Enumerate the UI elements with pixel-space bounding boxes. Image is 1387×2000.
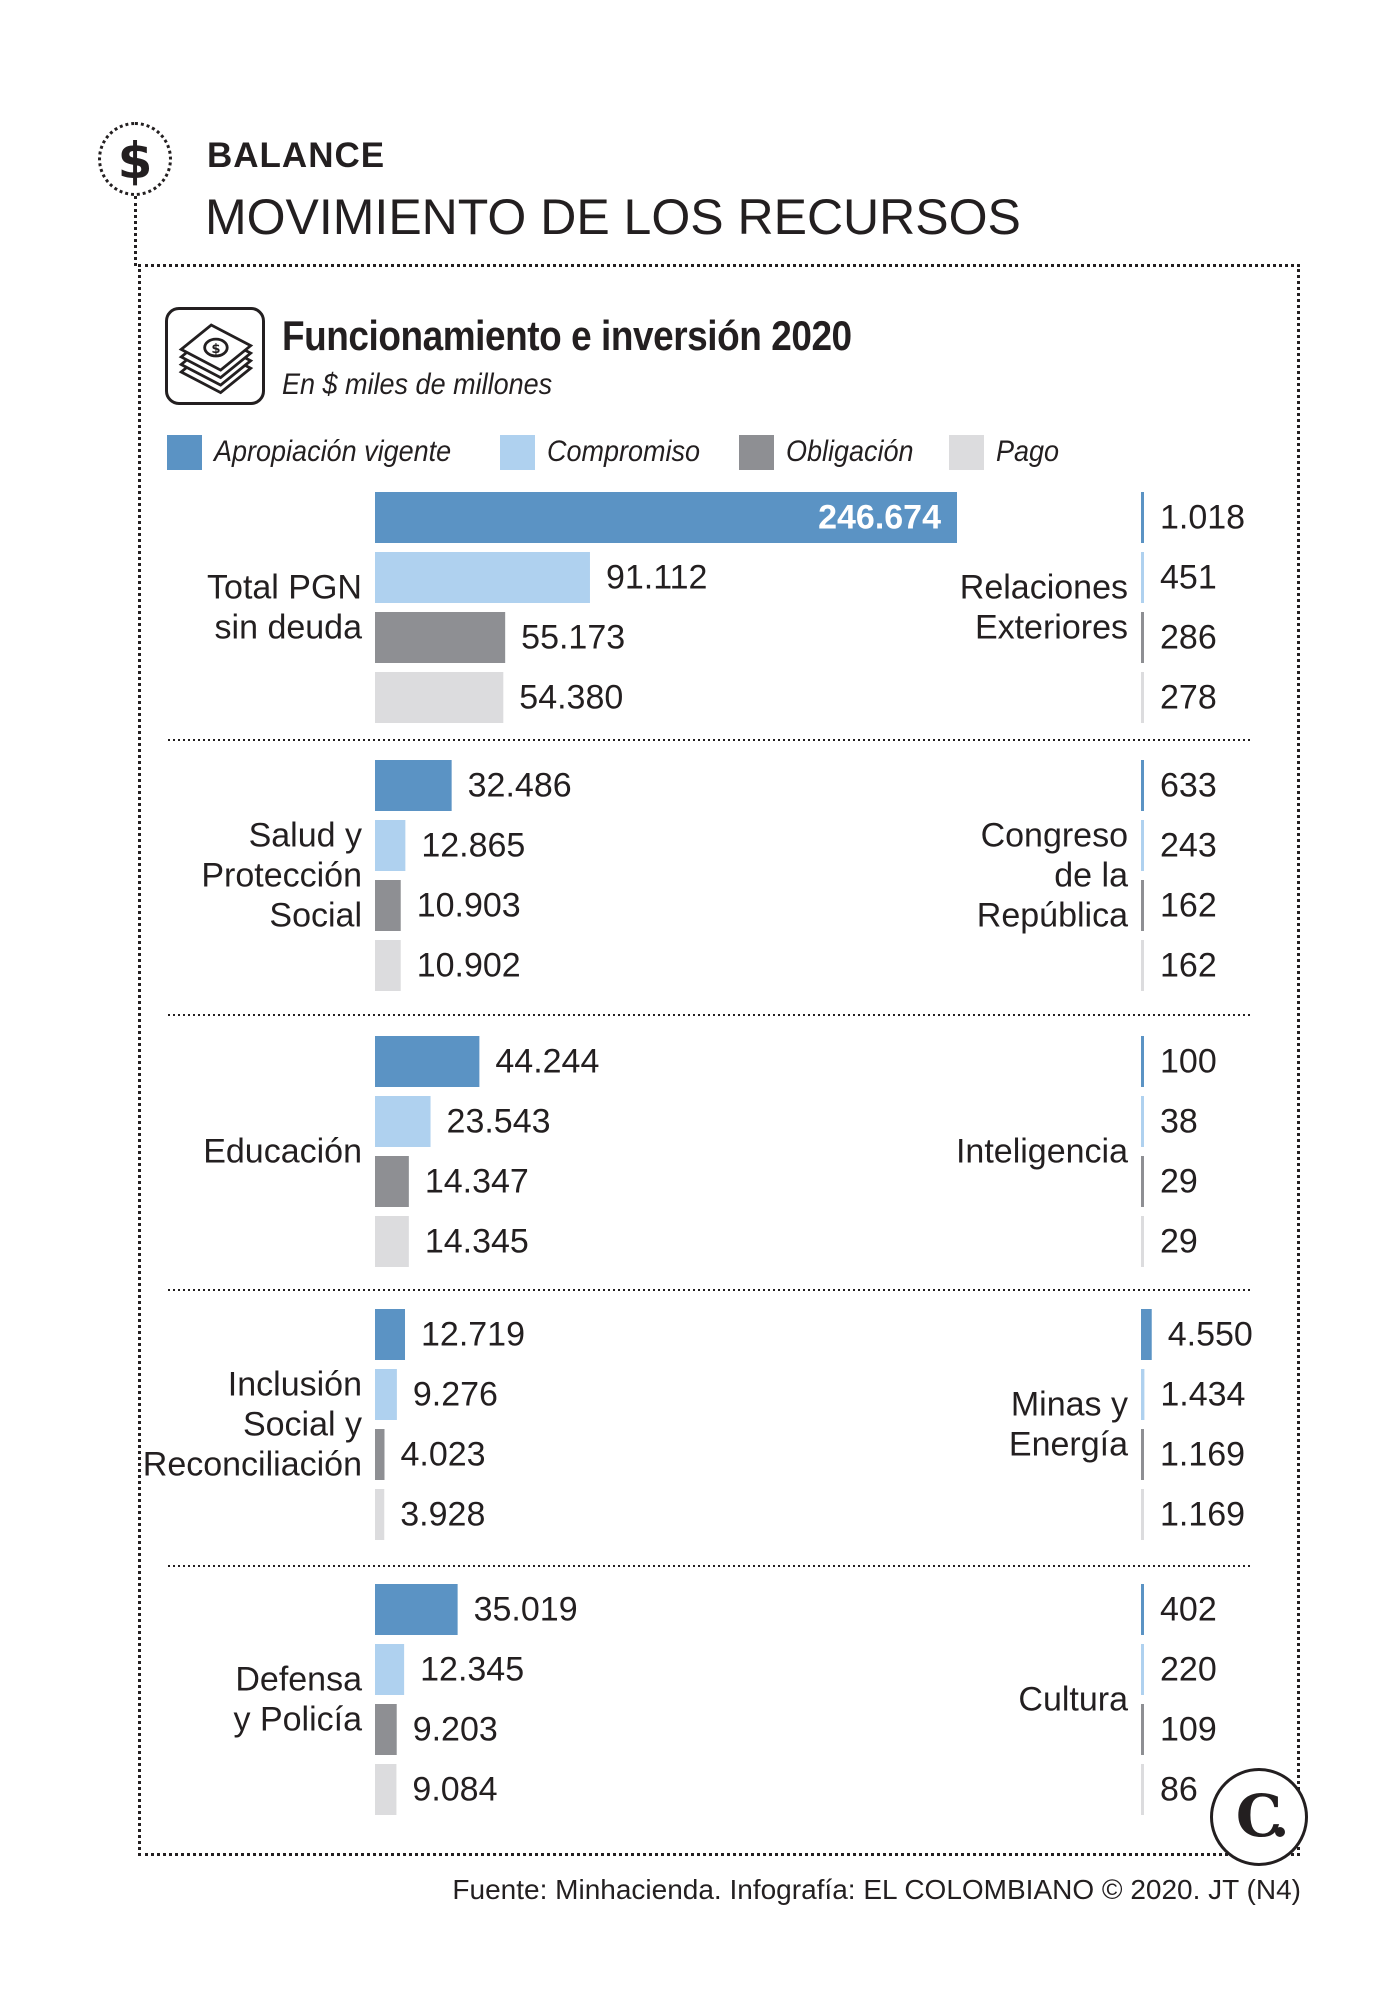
- page-title: MOVIMIENTO DE LOS RECURSOS: [205, 189, 1021, 245]
- section-kicker: BALANCE: [207, 136, 386, 175]
- legend-swatch: [738, 434, 774, 470]
- legend-swatch: [167, 434, 202, 470]
- legend-swatch: [949, 434, 985, 470]
- legend-item-obligacion: Obligación: [738, 434, 928, 470]
- legend-label: Pago: [996, 435, 1060, 468]
- legend-item-apropiacion: Apropiación vigente: [167, 434, 478, 470]
- legend-label: Apropiación vigente: [214, 435, 452, 468]
- legend-item-pago: Pago: [949, 434, 1066, 470]
- connector-line: [134, 196, 137, 266]
- legend: Apropiación vigente Compromiso Obligació…: [167, 432, 1088, 472]
- legend-item-compromiso: Compromiso: [499, 434, 717, 470]
- dollar-icon: $: [98, 122, 172, 196]
- source-credit: Fuente: Minhacienda. Infografía: EL COLO…: [452, 1874, 1301, 1905]
- svg-text:C: C: [1236, 1782, 1282, 1850]
- legend-label: Obligación: [785, 435, 914, 468]
- chart-title: Funcionamiento e inversión 2020: [282, 312, 852, 359]
- legend-swatch: [499, 434, 535, 470]
- money-stack-icon: $: [165, 307, 265, 405]
- svg-text:$: $: [211, 342, 220, 357]
- legend-label: Compromiso: [546, 435, 700, 468]
- chart-subtitle: En $ miles de millones: [282, 368, 553, 401]
- svg-text:$: $: [118, 132, 153, 186]
- chart-frame: [138, 264, 1300, 1856]
- el-colombiano-logo: C: [1210, 1768, 1308, 1866]
